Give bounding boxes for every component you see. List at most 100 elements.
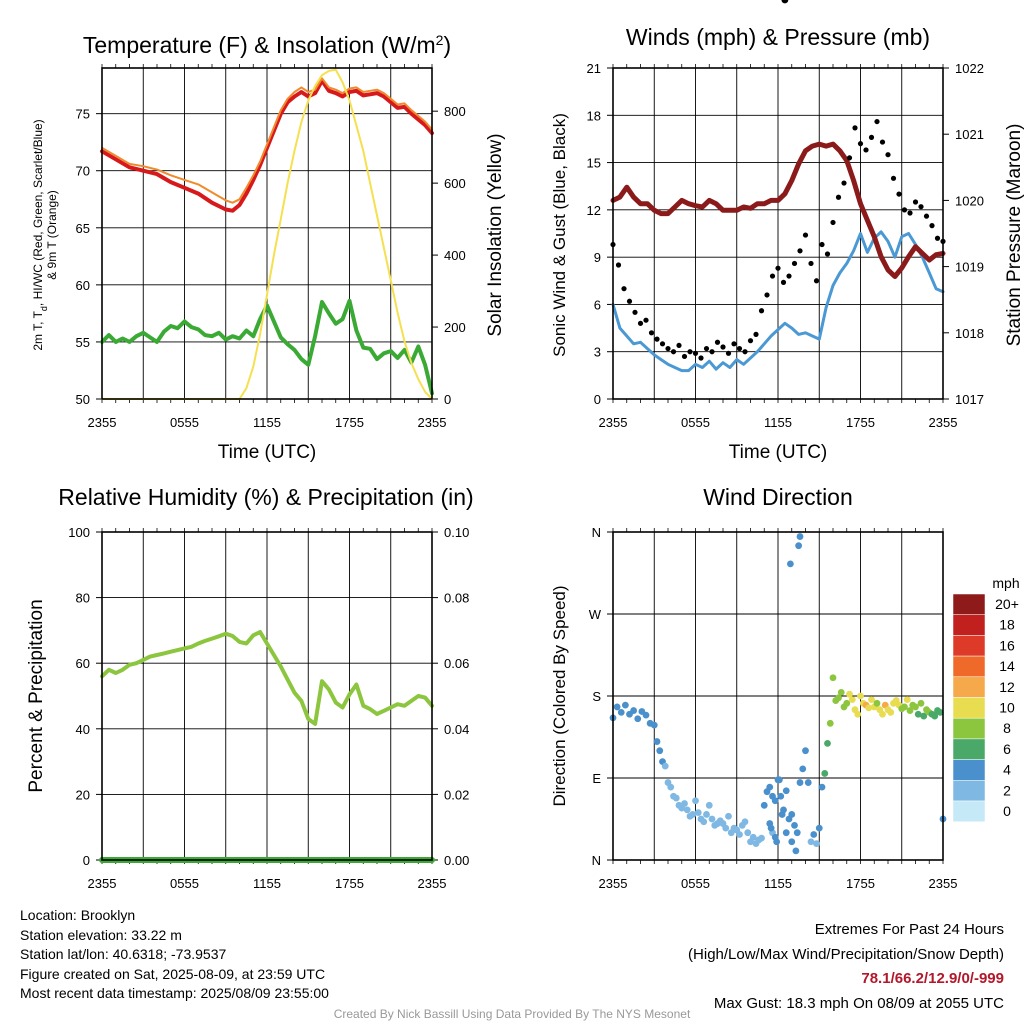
rh-y2-axis: 0.00 0.02 0.04 0.06 0.08 0.10 xyxy=(432,525,469,868)
direction-point xyxy=(796,533,804,540)
gust-point xyxy=(885,152,891,158)
direction-point xyxy=(786,560,794,568)
wind-y2label: Station Pressure (Maroon) xyxy=(1004,124,1024,347)
elevation-text: Station elevation: 33.22 m xyxy=(20,926,182,943)
direction-point xyxy=(788,838,796,846)
rh-series-rh_green xyxy=(100,630,434,726)
temp-ylabel-line2: & 9m T (Orange) xyxy=(45,190,59,280)
gust-point xyxy=(621,286,627,292)
legend-swatch xyxy=(952,717,986,740)
direction-point xyxy=(767,824,775,832)
direction-point xyxy=(777,792,785,800)
recent-text: Most recent data timestamp: 2025/08/09 2… xyxy=(20,985,329,1001)
direction-point xyxy=(788,811,796,818)
gust-point xyxy=(824,251,831,257)
gust-point xyxy=(742,349,748,355)
legend-label: 14 xyxy=(999,658,1015,674)
direction-point xyxy=(621,701,629,709)
dir-x-tick-label: 2355 xyxy=(599,876,628,891)
dir-x-tick-label: 1155 xyxy=(764,876,792,891)
legend-swatch xyxy=(952,697,986,719)
gust-point xyxy=(874,118,880,125)
rh-y-axis-tick-label: 60 xyxy=(76,656,90,671)
gust-point xyxy=(775,265,781,271)
wind-y-axis-tick-label: 6 xyxy=(594,297,601,312)
direction-point xyxy=(802,747,809,755)
rh-y2-axis-tick-label: 0.06 xyxy=(444,656,469,671)
direction-point xyxy=(799,765,807,773)
gust-point xyxy=(857,141,864,147)
max-gust-text: Max Gust: 18.3 mph On 08/09 at 2055 UTC xyxy=(713,994,1004,1012)
direction-point xyxy=(795,542,803,550)
legend-swatch xyxy=(952,759,986,781)
rh-y2-axis-tick-label: 0.00 xyxy=(444,853,469,868)
direction-point xyxy=(703,811,710,818)
temp-y2-axis-tick-label: 800 xyxy=(444,104,466,119)
rh-y2-axis-tick-label: 0.02 xyxy=(444,787,469,802)
extremes-values: 78.1/66.2/12.9/0/-999 xyxy=(861,970,1004,987)
direction-point xyxy=(835,694,842,702)
wind-y-axis-tick-label: 15 xyxy=(587,156,601,171)
temp-plot-border xyxy=(101,67,433,400)
direction-point xyxy=(634,715,642,723)
rh-y-axis-tick-label: 80 xyxy=(76,591,90,606)
direction-point xyxy=(656,747,664,755)
rh-y2-axis-tick-label: 0.04 xyxy=(444,722,469,737)
wind-y-axis-tick-label: 18 xyxy=(587,108,601,123)
rh-ylabel: Percent & Precipitation xyxy=(26,599,47,792)
direction-point xyxy=(650,721,658,729)
gust-point xyxy=(797,248,803,254)
wind-plot-border xyxy=(612,67,944,400)
gust-point xyxy=(698,355,704,361)
legend-label: 0 xyxy=(1003,803,1011,819)
temp-ylabel: 2m T, Td, HI/WC (Red, Green, Scarlet/Blu… xyxy=(31,119,59,350)
direction-point xyxy=(630,707,638,714)
wind-plot-area: 2355 0555 1155 1755 2355 xyxy=(599,64,957,430)
wind-y2-axis-tick-label: 1019 xyxy=(955,260,984,275)
direction-point xyxy=(796,779,804,786)
temp-series-temp_red xyxy=(100,78,434,213)
direction-point xyxy=(868,696,875,704)
direction-point xyxy=(912,703,919,711)
extremes-title: Extremes For Past 24 Hours xyxy=(814,921,1004,938)
direction-point xyxy=(672,794,680,802)
direction-point xyxy=(782,787,790,795)
direction-point xyxy=(760,801,768,809)
extremes-info: Extremes For Past 24 Hours (High/Low/Max… xyxy=(688,918,1004,1016)
wind-y-axis-tick-label: 0 xyxy=(594,392,601,407)
gust-point xyxy=(934,235,941,241)
rh-y-axis-tick-label: 0 xyxy=(83,853,90,868)
rh-y2-axis-tick-label: 0.10 xyxy=(444,525,469,540)
direction-point xyxy=(667,783,675,791)
legend-swatch xyxy=(952,593,986,615)
legend-label: 20+ xyxy=(995,596,1019,612)
direction-point xyxy=(736,831,743,838)
dir-legend-title: mph xyxy=(992,575,1019,591)
gust-point xyxy=(637,320,644,326)
direction-point xyxy=(873,699,881,707)
legend-label: 18 xyxy=(999,617,1015,633)
gust-point xyxy=(665,345,671,352)
temp-ylabel-part2: , HI/WC (Red, Green, Scarlet/Blue) xyxy=(31,119,45,306)
direction-point xyxy=(813,840,820,847)
gust-point xyxy=(841,180,847,186)
gust-point xyxy=(808,260,814,267)
temp-y-axis-tick-label: 60 xyxy=(76,278,90,293)
temp-plot-area: 2355 0555 1155 1755 2355 xyxy=(88,64,446,430)
direction-point xyxy=(887,709,895,716)
gust-point xyxy=(890,175,897,181)
rh-y-axis-tick-label: 40 xyxy=(76,722,90,737)
location-text: Location: Brooklyn xyxy=(20,907,136,923)
temp-series-insolation_yellow xyxy=(101,68,433,400)
legend-label: 6 xyxy=(1003,741,1011,757)
dir-y-axis-tick-label: N xyxy=(592,853,601,868)
temp-x-tick-label: 1755 xyxy=(335,415,364,430)
direction-point xyxy=(781,0,789,4)
wind-x-tick-label: 0555 xyxy=(681,415,710,430)
legend-label: 10 xyxy=(999,700,1015,716)
gust-point xyxy=(907,210,913,216)
gust-point xyxy=(813,278,820,284)
dir-speed-legend: 20+ 18 16 14 12 10 8 6 4 2 0 xyxy=(952,593,1019,822)
direction-point xyxy=(815,824,823,832)
gust-point xyxy=(901,207,908,213)
